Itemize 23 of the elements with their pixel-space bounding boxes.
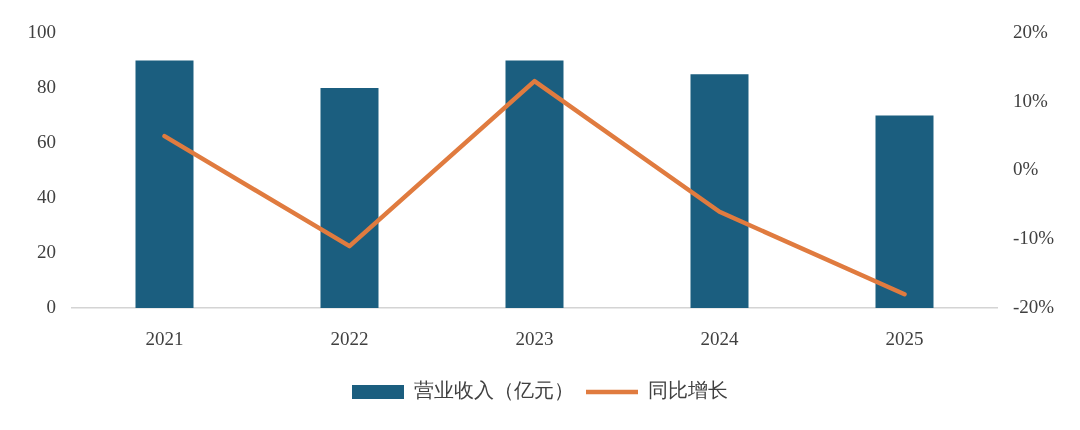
y2-tick-label: -20%: [1013, 295, 1055, 317]
y-tick-label: 0: [46, 295, 56, 317]
y2-tick-label: 10%: [1013, 89, 1048, 111]
bar: [320, 88, 379, 308]
legend-label: 营业收入（亿元）: [414, 379, 574, 402]
bar: [875, 115, 934, 308]
y2-tick-label: 20%: [1013, 20, 1048, 42]
bar: [505, 60, 564, 308]
y-tick-label: 100: [27, 20, 56, 42]
legend-label: 同比增长: [648, 379, 728, 402]
y-tick-label: 20: [37, 240, 56, 262]
y-tick-label: 60: [37, 130, 56, 152]
x-tick-label: 2021: [145, 328, 184, 350]
y-tick-label: 40: [37, 185, 56, 207]
y2-tick-label: -10%: [1013, 227, 1055, 249]
y2-tick-label: 0%: [1013, 158, 1039, 180]
y-tick-label: 80: [37, 75, 56, 97]
x-tick-label: 2023: [515, 328, 554, 350]
x-tick-label: 2024: [700, 328, 739, 350]
x-tick-label: 2022: [330, 328, 369, 350]
bar: [135, 60, 194, 308]
bar: [690, 74, 749, 308]
x-tick-label: 2025: [885, 328, 924, 350]
